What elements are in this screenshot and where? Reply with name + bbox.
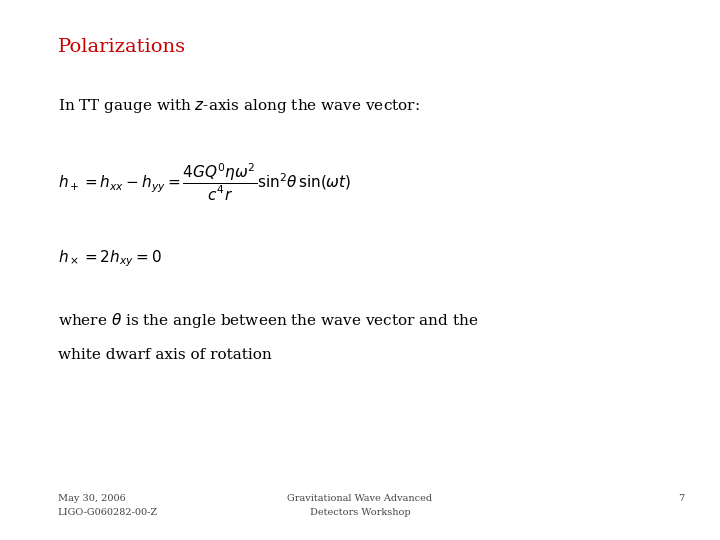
Text: $h_+ = h_{xx} - h_{yy} = \dfrac{4GQ^0\eta\omega^2}{c^4 r}\sin^2\!\theta\,\sin(\o: $h_+ = h_{xx} - h_{yy} = \dfrac{4GQ^0\et…	[58, 162, 351, 203]
Text: where $\theta$ is the angle between the wave vector and the: where $\theta$ is the angle between the …	[58, 310, 478, 329]
Text: white dwarf axis of rotation: white dwarf axis of rotation	[58, 348, 271, 362]
Text: LIGO-G060282-00-Z: LIGO-G060282-00-Z	[58, 508, 158, 517]
Text: $h_\times = 2h_{xy} = 0$: $h_\times = 2h_{xy} = 0$	[58, 248, 161, 269]
Text: May 30, 2006: May 30, 2006	[58, 494, 125, 503]
Text: In TT gauge with $z$-axis along the wave vector:: In TT gauge with $z$-axis along the wave…	[58, 97, 419, 115]
Text: Gravitational Wave Advanced: Gravitational Wave Advanced	[287, 494, 433, 503]
Text: Detectors Workshop: Detectors Workshop	[310, 508, 410, 517]
Text: Polarizations: Polarizations	[58, 38, 186, 56]
Text: 7: 7	[678, 494, 684, 503]
